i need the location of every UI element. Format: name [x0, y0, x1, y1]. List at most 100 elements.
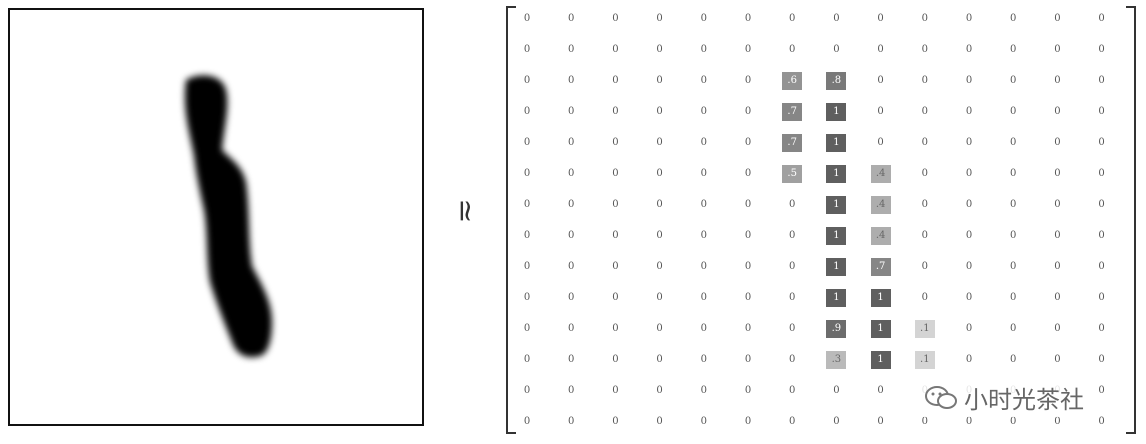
matrix-cell: .1 [914, 320, 935, 338]
matrix-cell: 0 [921, 199, 928, 210]
matrix-cell: .4 [870, 165, 891, 183]
matrix-cell: 0 [1054, 261, 1061, 272]
matrix-cell: 0 [744, 13, 752, 24]
matrix-cell: 0 [656, 292, 663, 303]
matrix-cell: 0 [789, 261, 796, 272]
matrix-cell: 0 [523, 137, 531, 148]
matrix-cell: 0 [656, 261, 663, 272]
matrix-cell: 0 [1098, 13, 1105, 24]
matrix-cell: 0 [523, 323, 531, 334]
matrix-cell: 0 [656, 323, 663, 334]
matrix-cell: 0 [789, 230, 796, 241]
matrix-cell: 0 [833, 416, 840, 427]
matrix-left-bracket [506, 6, 516, 434]
matrix-cell: 0 [877, 416, 884, 427]
matrix-cell: 0 [921, 106, 928, 117]
matrix-cell: 0 [700, 385, 707, 396]
matrix-cell: 0 [965, 75, 973, 86]
matrix-cell: 0 [744, 106, 752, 117]
matrix-cell: 0 [523, 416, 531, 427]
matrix-cell: 0 [656, 385, 663, 396]
digit-image-panel [8, 8, 424, 426]
matrix-cell: 0 [744, 137, 752, 148]
matrix-cell: 0 [1098, 354, 1105, 365]
matrix-cell: 0 [1010, 354, 1017, 365]
matrix-cell: 0 [1098, 75, 1105, 86]
matrix-cell: 0 [1010, 292, 1017, 303]
matrix-cell: 0 [656, 230, 663, 241]
wechat-icon [925, 385, 957, 409]
matrix-cell: 0 [656, 106, 663, 117]
matrix-cell: 0 [965, 354, 973, 365]
matrix-cell: 1 [870, 320, 891, 338]
matrix-cell: 0 [877, 106, 884, 117]
matrix-cell: 0 [612, 354, 619, 365]
matrix-cell: 0 [700, 354, 707, 365]
matrix-cell: 0 [568, 323, 575, 334]
matrix-cell: 0 [568, 44, 575, 55]
watermark: 小时光茶社 [918, 378, 1090, 417]
matrix-cell: 0 [1054, 106, 1061, 117]
matrix-cell: 1 [870, 351, 891, 369]
matrix-cell: 0 [656, 199, 663, 210]
matrix-cell: 0 [612, 199, 619, 210]
matrix-cell: .4 [870, 227, 891, 245]
matrix-cell: 0 [921, 261, 928, 272]
matrix-cell: 0 [789, 13, 796, 24]
matrix-cell: 1 [826, 134, 847, 152]
matrix-cell: 0 [921, 416, 928, 427]
matrix-cell: 0 [744, 354, 752, 365]
matrix-cell: 0 [523, 199, 531, 210]
matrix-cell: 0 [700, 416, 707, 427]
matrix-cell: .6 [782, 72, 803, 90]
matrix-cell: 0 [789, 199, 796, 210]
matrix-cell: 0 [568, 416, 575, 427]
matrix-cell: 0 [789, 292, 796, 303]
matrix-cell: 0 [921, 230, 928, 241]
matrix-cell: 0 [833, 385, 840, 396]
matrix-cell: 0 [965, 137, 973, 148]
watermark-text: 小时光茶社 [964, 386, 1084, 414]
matrix-cell: 0 [789, 354, 796, 365]
matrix-cell: 0 [1054, 13, 1061, 24]
matrix-cell: .5 [782, 165, 803, 183]
matrix-cell: 0 [700, 44, 707, 55]
matrix-cell: 0 [877, 13, 884, 24]
matrix-cell: 0 [568, 168, 575, 179]
matrix-cell: 0 [744, 385, 752, 396]
matrix-cell: 1 [826, 196, 847, 214]
matrix-cell: 0 [523, 292, 531, 303]
matrix-cell: 0 [568, 385, 575, 396]
matrix-cell: 0 [1054, 416, 1061, 427]
matrix-cell: 0 [700, 199, 707, 210]
matrix-cell: 0 [1098, 292, 1105, 303]
matrix-cell: 0 [744, 416, 752, 427]
matrix-cell: 0 [1010, 106, 1017, 117]
matrix-cell: 1 [870, 289, 891, 307]
matrix-cell: .7 [870, 258, 891, 276]
matrix-cell: 0 [965, 168, 973, 179]
matrix-cell: 0 [612, 230, 619, 241]
matrix-cell: 0 [965, 106, 973, 117]
matrix-cell: 0 [656, 13, 663, 24]
matrix-cell: .4 [870, 196, 891, 214]
matrix-cell: 0 [523, 230, 531, 241]
matrix-cell: 0 [1098, 44, 1105, 55]
matrix-cell: 0 [700, 137, 707, 148]
matrix-cell: .7 [782, 103, 803, 121]
matrix-cell: 0 [568, 230, 575, 241]
matrix-cell: 1 [826, 258, 847, 276]
matrix-cell: 0 [965, 416, 973, 427]
matrix-cell: 0 [568, 261, 575, 272]
matrix-cell: 0 [921, 44, 928, 55]
matrix-cell: 0 [744, 168, 752, 179]
matrix-cell: 0 [612, 75, 619, 86]
matrix-cell: 0 [1010, 199, 1017, 210]
matrix-cell: 0 [1098, 137, 1105, 148]
matrix-cell: 0 [1010, 13, 1017, 24]
matrix-cell: 0 [700, 323, 707, 334]
matrix-cell: 0 [1098, 199, 1105, 210]
matrix-cell: 0 [921, 292, 928, 303]
matrix-cell: 0 [523, 261, 531, 272]
matrix-cell: 0 [1010, 168, 1017, 179]
